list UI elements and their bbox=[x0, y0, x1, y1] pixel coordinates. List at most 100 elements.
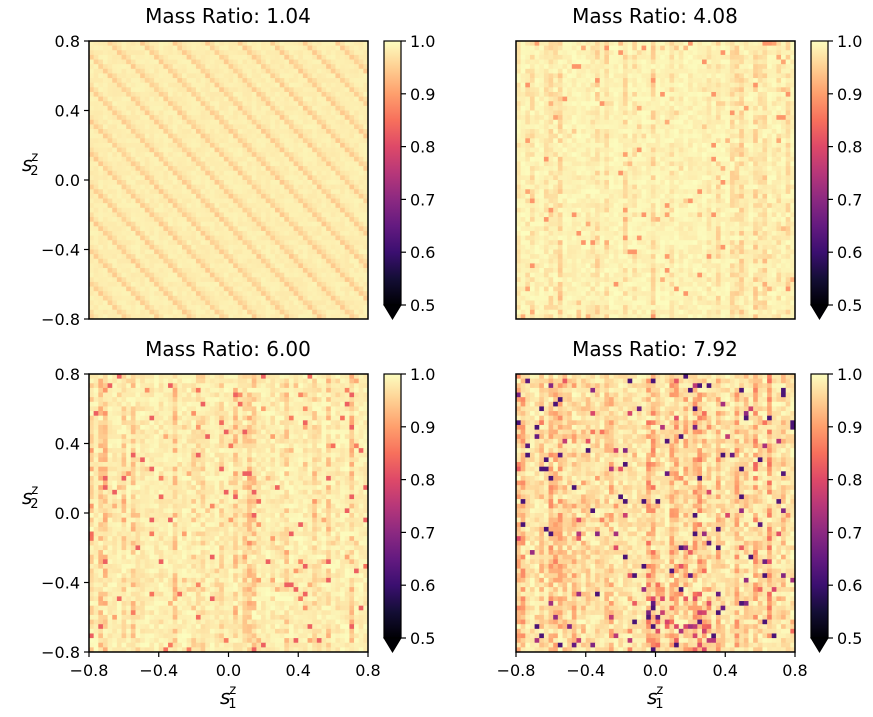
heat-cell bbox=[354, 268, 360, 274]
heat-cell bbox=[158, 235, 164, 241]
heat-cell bbox=[89, 115, 95, 121]
heat-cell bbox=[762, 73, 768, 79]
heat-cell bbox=[739, 73, 745, 79]
heat-cell bbox=[604, 68, 610, 74]
heat-cell bbox=[571, 45, 577, 51]
heat-cell bbox=[326, 180, 332, 186]
heat-cell bbox=[200, 226, 206, 232]
heat-cell bbox=[168, 105, 174, 111]
heat-cell bbox=[93, 59, 99, 65]
heat-cell bbox=[158, 189, 164, 195]
heat-cell bbox=[771, 105, 777, 111]
heat-cell bbox=[158, 138, 164, 144]
heat-cell bbox=[265, 286, 271, 292]
heat-cell bbox=[251, 73, 257, 79]
heat-cell bbox=[660, 133, 666, 139]
heat-cell bbox=[233, 277, 239, 283]
heat-cell bbox=[168, 309, 174, 315]
heat-cell bbox=[316, 91, 322, 97]
heat-cell bbox=[163, 105, 169, 111]
heat-cell bbox=[669, 78, 675, 84]
heat-cell bbox=[102, 240, 108, 246]
heat-cell bbox=[678, 138, 684, 144]
heat-cell bbox=[321, 129, 327, 135]
heat-cell bbox=[599, 68, 605, 74]
heat-cell bbox=[776, 110, 782, 116]
heat-cell bbox=[279, 305, 285, 311]
heat-cell bbox=[632, 119, 638, 125]
heat-cell bbox=[284, 235, 290, 241]
heat-cell bbox=[599, 45, 605, 51]
heat-cell bbox=[186, 244, 192, 250]
heat-cell bbox=[279, 68, 285, 74]
heat-cell bbox=[618, 110, 624, 116]
heat-cell bbox=[209, 170, 215, 176]
heat-cell bbox=[98, 203, 104, 209]
heat-cell bbox=[209, 309, 215, 315]
heat-cell bbox=[261, 277, 267, 283]
heat-cell bbox=[172, 230, 178, 236]
heat-cell bbox=[228, 212, 234, 218]
heat-cell bbox=[520, 110, 526, 116]
heat-cell bbox=[135, 314, 141, 320]
heat-cell bbox=[102, 138, 108, 144]
heat-cell bbox=[223, 268, 229, 274]
heat-cell bbox=[168, 203, 174, 209]
heat-cell bbox=[223, 64, 229, 70]
heat-cell bbox=[149, 115, 155, 121]
heat-cell bbox=[251, 142, 257, 148]
heat-cell bbox=[567, 142, 573, 148]
heat-cell bbox=[326, 240, 332, 246]
heat-cell bbox=[112, 142, 118, 148]
heat-cell bbox=[154, 193, 160, 199]
heat-cell bbox=[223, 193, 229, 199]
heat-cell bbox=[98, 105, 104, 111]
heat-cell bbox=[344, 263, 350, 269]
heat-cell bbox=[279, 152, 285, 158]
heat-cell bbox=[358, 263, 364, 269]
heat-cell bbox=[200, 272, 206, 278]
heat-cell bbox=[340, 96, 346, 102]
heat-cell bbox=[316, 45, 322, 51]
heat-cell bbox=[135, 295, 141, 301]
heat-cell bbox=[195, 152, 201, 158]
heat-cell bbox=[298, 217, 304, 223]
heat-cell bbox=[702, 142, 708, 148]
heat-cell bbox=[326, 314, 332, 320]
heat-cell bbox=[149, 110, 155, 116]
heat-cell bbox=[609, 138, 615, 144]
heat-cell bbox=[242, 198, 248, 204]
heat-cell bbox=[205, 124, 211, 130]
heat-cell bbox=[233, 96, 239, 102]
heat-cell bbox=[688, 119, 694, 125]
heat-cell bbox=[186, 82, 192, 88]
heat-cell bbox=[172, 207, 178, 213]
heat-cell bbox=[725, 124, 731, 130]
heat-cell bbox=[186, 226, 192, 232]
heat-cell bbox=[107, 184, 113, 190]
heat-cell bbox=[251, 230, 257, 236]
heat-cell bbox=[697, 82, 703, 88]
heat-cell bbox=[562, 50, 568, 56]
heat-cell bbox=[112, 68, 118, 74]
heat-cell bbox=[312, 105, 318, 111]
heat-cell bbox=[316, 226, 322, 232]
heat-cell bbox=[233, 68, 239, 74]
heat-cell bbox=[655, 91, 661, 97]
heat-cell bbox=[107, 226, 113, 232]
heat-cell bbox=[205, 244, 211, 250]
heat-cell bbox=[98, 82, 104, 88]
heat-cell bbox=[618, 50, 624, 56]
heat-cell bbox=[223, 142, 229, 148]
heat-cell bbox=[247, 268, 253, 274]
heat-cell bbox=[116, 291, 122, 297]
heat-cell bbox=[158, 217, 164, 223]
heat-cell bbox=[154, 91, 160, 97]
heat-cell bbox=[219, 133, 225, 139]
heat-cell bbox=[275, 166, 281, 172]
heat-cell bbox=[233, 54, 239, 60]
heat-cell bbox=[219, 314, 225, 320]
heat-cell bbox=[590, 41, 596, 47]
heat-cell bbox=[321, 203, 327, 209]
heat-cell bbox=[298, 212, 304, 218]
